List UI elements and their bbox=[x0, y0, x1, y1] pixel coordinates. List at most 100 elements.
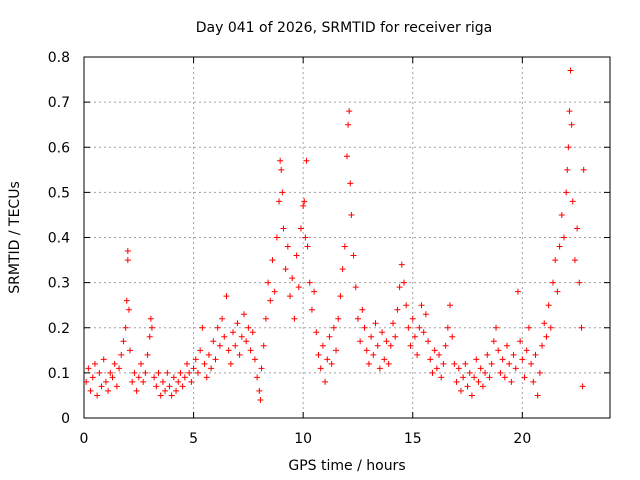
data-point bbox=[420, 329, 427, 336]
data-point bbox=[157, 392, 164, 399]
data-point bbox=[153, 383, 160, 390]
data-point bbox=[579, 383, 586, 390]
data-point bbox=[506, 360, 513, 367]
data-point bbox=[425, 338, 432, 345]
x-tick-label: 15 bbox=[404, 431, 422, 447]
data-point bbox=[179, 383, 186, 390]
data-point bbox=[541, 320, 548, 327]
data-point bbox=[91, 360, 98, 367]
data-point bbox=[525, 324, 532, 331]
data-point bbox=[440, 360, 447, 367]
data-point bbox=[490, 338, 497, 345]
data-point bbox=[295, 284, 302, 291]
y-axis-label: SRMTID / TECUs bbox=[7, 181, 23, 294]
data-point bbox=[558, 211, 565, 218]
data-point bbox=[550, 279, 557, 286]
data-point bbox=[155, 369, 162, 376]
x-tick-label: 0 bbox=[80, 431, 89, 447]
data-point bbox=[181, 374, 188, 381]
data-point bbox=[227, 360, 234, 367]
data-point bbox=[365, 360, 372, 367]
data-point bbox=[444, 324, 451, 331]
data-point bbox=[319, 342, 326, 349]
data-point bbox=[344, 153, 350, 160]
data-point bbox=[124, 257, 131, 264]
data-point bbox=[98, 383, 105, 390]
data-point bbox=[566, 108, 573, 115]
data-point bbox=[547, 324, 554, 331]
data-point bbox=[416, 324, 423, 331]
data-point bbox=[164, 369, 171, 376]
y-tick-label: 0.5 bbox=[48, 185, 70, 201]
data-point bbox=[346, 108, 353, 115]
data-point bbox=[484, 351, 491, 358]
data-point bbox=[212, 356, 219, 363]
data-point bbox=[335, 315, 342, 322]
data-point bbox=[493, 324, 500, 331]
data-point bbox=[409, 315, 416, 322]
data-point bbox=[279, 189, 286, 196]
data-point bbox=[569, 198, 576, 205]
data-point bbox=[208, 365, 215, 372]
data-point bbox=[129, 378, 136, 385]
data-point bbox=[113, 383, 120, 390]
data-point bbox=[499, 356, 506, 363]
data-point bbox=[133, 387, 140, 394]
data-point bbox=[328, 360, 335, 367]
axis-ticks: 0 0.1 0.2 0.3 0.4 0.5 0.6 0.7 0.8 0 5 10 15 20 bbox=[48, 50, 610, 447]
data-point bbox=[162, 387, 169, 394]
data-point bbox=[240, 311, 247, 318]
data-points bbox=[83, 67, 587, 403]
data-point bbox=[254, 374, 261, 381]
data-point bbox=[433, 365, 440, 372]
data-point bbox=[337, 293, 344, 300]
data-point bbox=[291, 315, 298, 322]
data-point bbox=[221, 333, 228, 340]
data-point bbox=[488, 360, 495, 367]
data-point bbox=[376, 365, 383, 372]
data-point bbox=[564, 166, 571, 173]
data-point bbox=[322, 378, 329, 385]
data-point bbox=[303, 157, 310, 164]
data-point bbox=[473, 356, 480, 363]
data-point bbox=[168, 392, 175, 399]
data-point bbox=[508, 378, 515, 385]
data-point bbox=[173, 387, 180, 394]
data-point bbox=[232, 342, 239, 349]
data-point bbox=[363, 347, 370, 354]
data-point bbox=[565, 144, 572, 151]
data-point bbox=[372, 320, 379, 327]
data-point bbox=[247, 347, 254, 354]
data-point bbox=[287, 293, 294, 300]
data-point bbox=[345, 121, 352, 128]
data-point bbox=[368, 333, 375, 340]
data-point bbox=[574, 225, 581, 232]
data-point bbox=[347, 180, 354, 187]
data-point bbox=[140, 378, 147, 385]
data-point bbox=[216, 342, 223, 349]
data-point bbox=[123, 297, 130, 304]
data-point bbox=[394, 306, 401, 313]
data-point bbox=[282, 266, 289, 273]
data-point bbox=[186, 369, 193, 376]
data-point bbox=[455, 365, 462, 372]
data-point bbox=[289, 275, 296, 282]
data-point bbox=[556, 243, 563, 250]
data-point bbox=[194, 369, 201, 376]
data-point bbox=[210, 338, 217, 345]
data-point bbox=[276, 198, 283, 205]
data-point bbox=[87, 387, 94, 394]
data-point bbox=[317, 365, 324, 372]
data-point bbox=[333, 347, 340, 354]
data-point bbox=[324, 356, 331, 363]
data-point bbox=[543, 333, 550, 340]
data-point bbox=[166, 383, 173, 390]
data-point bbox=[350, 252, 357, 259]
data-point bbox=[374, 342, 381, 349]
x-tick-label: 20 bbox=[513, 431, 531, 447]
data-point bbox=[578, 324, 585, 331]
data-point bbox=[567, 67, 574, 74]
data-point bbox=[330, 324, 337, 331]
data-point bbox=[219, 315, 226, 322]
data-point bbox=[265, 279, 272, 286]
